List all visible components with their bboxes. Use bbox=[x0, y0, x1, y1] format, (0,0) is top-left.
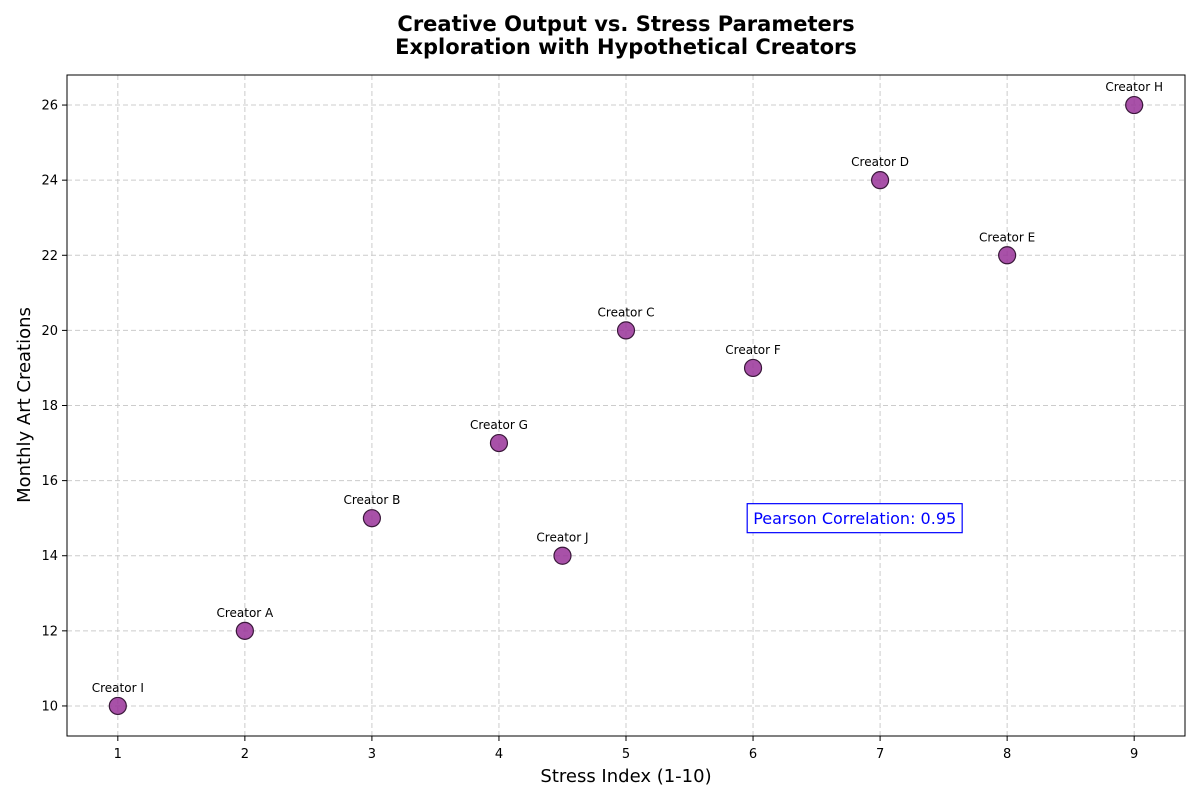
x-tick-label: 3 bbox=[368, 747, 376, 762]
scatter-point bbox=[553, 546, 572, 565]
x-tick-label: 7 bbox=[876, 747, 884, 762]
y-tick-label: 14 bbox=[41, 549, 58, 564]
correlation-annotation-text: Pearson Correlation: 0.95 bbox=[753, 509, 956, 528]
scatter-point bbox=[489, 433, 509, 453]
scatter-point bbox=[235, 621, 254, 640]
point-label: Creator A bbox=[216, 606, 274, 620]
x-axis-label: Stress Index (1-10) bbox=[540, 766, 711, 787]
x-tick-label: 1 bbox=[114, 747, 122, 762]
y-tick-label: 24 bbox=[41, 174, 58, 189]
y-tick-label: 20 bbox=[41, 324, 58, 339]
x-tick-label: 8 bbox=[1003, 747, 1011, 762]
chart-title: Creative Output vs. Stress Parameters bbox=[397, 12, 854, 36]
x-tick-label: 5 bbox=[622, 747, 630, 762]
scatter-point bbox=[108, 696, 127, 716]
scatter-point bbox=[998, 246, 1017, 265]
scatter-point bbox=[362, 509, 382, 528]
y-tick-label: 16 bbox=[41, 474, 58, 489]
x-tick-label: 6 bbox=[749, 747, 757, 762]
point-label: Creator B bbox=[344, 493, 401, 507]
correlation-annotation: Pearson Correlation: 0.95 bbox=[746, 503, 963, 534]
y-tick-label: 12 bbox=[41, 624, 58, 639]
y-tick-label: 22 bbox=[41, 249, 58, 264]
y-tick-label: 18 bbox=[41, 399, 58, 414]
x-tick-label: 2 bbox=[241, 747, 249, 762]
x-tick-label: 4 bbox=[495, 747, 503, 762]
y-axis-label: Monthly Art Creations bbox=[14, 307, 35, 503]
scatter-point bbox=[870, 171, 890, 190]
point-label: Creator E bbox=[979, 230, 1035, 244]
y-tick-label: 26 bbox=[41, 99, 58, 114]
grid bbox=[67, 75, 1185, 736]
scatter-point bbox=[743, 358, 763, 378]
point-label: Creator D bbox=[851, 155, 909, 169]
point-label: Creator I bbox=[92, 681, 144, 695]
x-tick-label: 9 bbox=[1130, 747, 1138, 762]
point-label: Creator J bbox=[536, 531, 588, 545]
point-label: Creator F bbox=[725, 343, 781, 357]
scatter-point bbox=[1125, 95, 1144, 115]
correlation-annotation-box bbox=[746, 503, 963, 534]
point-label: Creator C bbox=[598, 305, 655, 319]
y-tick-label: 10 bbox=[41, 699, 58, 714]
chart-subtitle: Exploration with Hypothetical Creators bbox=[395, 35, 857, 59]
point-label: Creator H bbox=[1105, 80, 1163, 94]
scatter-point bbox=[616, 321, 636, 340]
data-points bbox=[108, 95, 1144, 716]
point-labels: Creator A Creator B Creator C Creator D Crea… bbox=[92, 80, 1163, 695]
point-label: Creator G bbox=[470, 418, 528, 432]
